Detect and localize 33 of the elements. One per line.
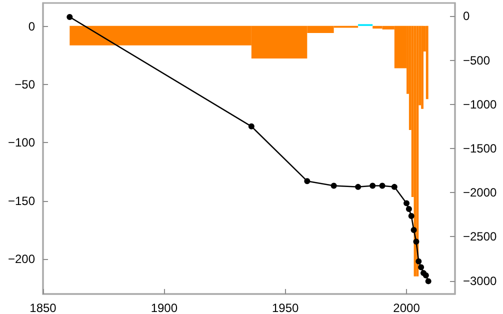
point [355,184,362,190]
x-tick-label: 1850 [30,301,57,314]
y2-tick-label: 0 [463,9,470,24]
x-tick-label: 1900 [150,301,178,314]
y2-tick-label: −1000 [463,97,498,112]
point [391,184,398,190]
y2-tick-label: −3000 [463,274,498,288]
y2-tick-label: −1500 [463,142,498,156]
point [408,213,414,220]
x-tick-label: 2000 [393,301,420,314]
y-tick-label: −150 [8,194,36,208]
point [404,200,410,206]
x-tick-label: 1950 [272,301,300,314]
point [425,278,432,284]
y-tick-label: 0 [28,19,36,34]
point [418,264,424,270]
point [304,178,310,184]
y-tick-label: −50 [14,77,36,92]
point [248,123,254,130]
y-tick-label: −200 [8,252,36,266]
point [330,182,337,189]
point [413,238,420,245]
point [370,182,376,189]
point [379,182,386,189]
y2-tick-label: −2000 [463,186,498,200]
y2-tick-label: −2500 [463,230,498,244]
point [416,258,422,264]
y2-tick-label: −500 [463,53,490,68]
point [66,14,73,20]
y-tick-label: −100 [8,136,36,150]
point [406,206,412,212]
point [422,272,429,278]
point [410,226,417,233]
